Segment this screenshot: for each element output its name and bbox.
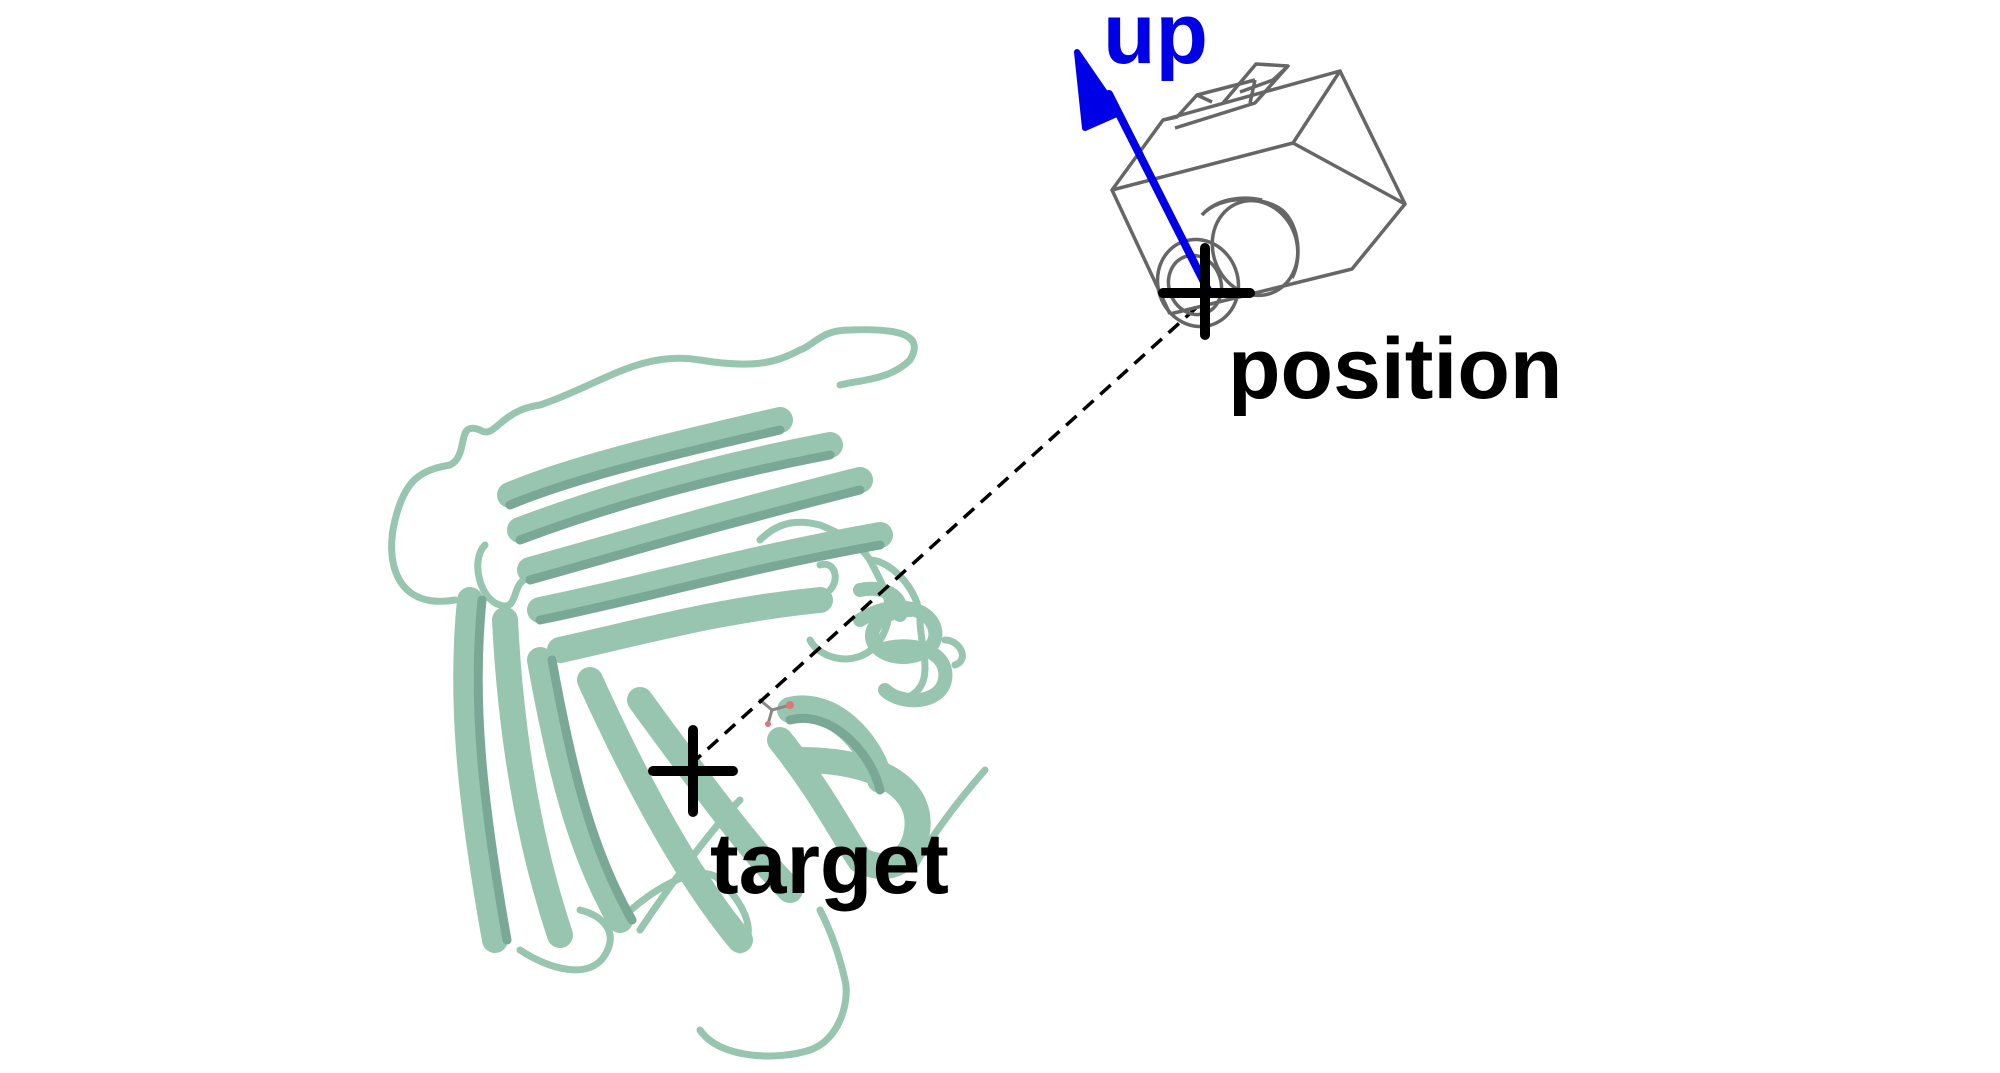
up-vector-arrow [1074, 49, 1212, 294]
position-marker-icon [1158, 243, 1255, 340]
camera-icon [1110, 62, 1407, 329]
position-label: position [1228, 321, 1562, 417]
target-label: target [710, 816, 949, 912]
target-marker-icon [648, 725, 738, 817]
up-label: up [1103, 0, 1208, 82]
protein-ribbon [388, 326, 989, 1060]
